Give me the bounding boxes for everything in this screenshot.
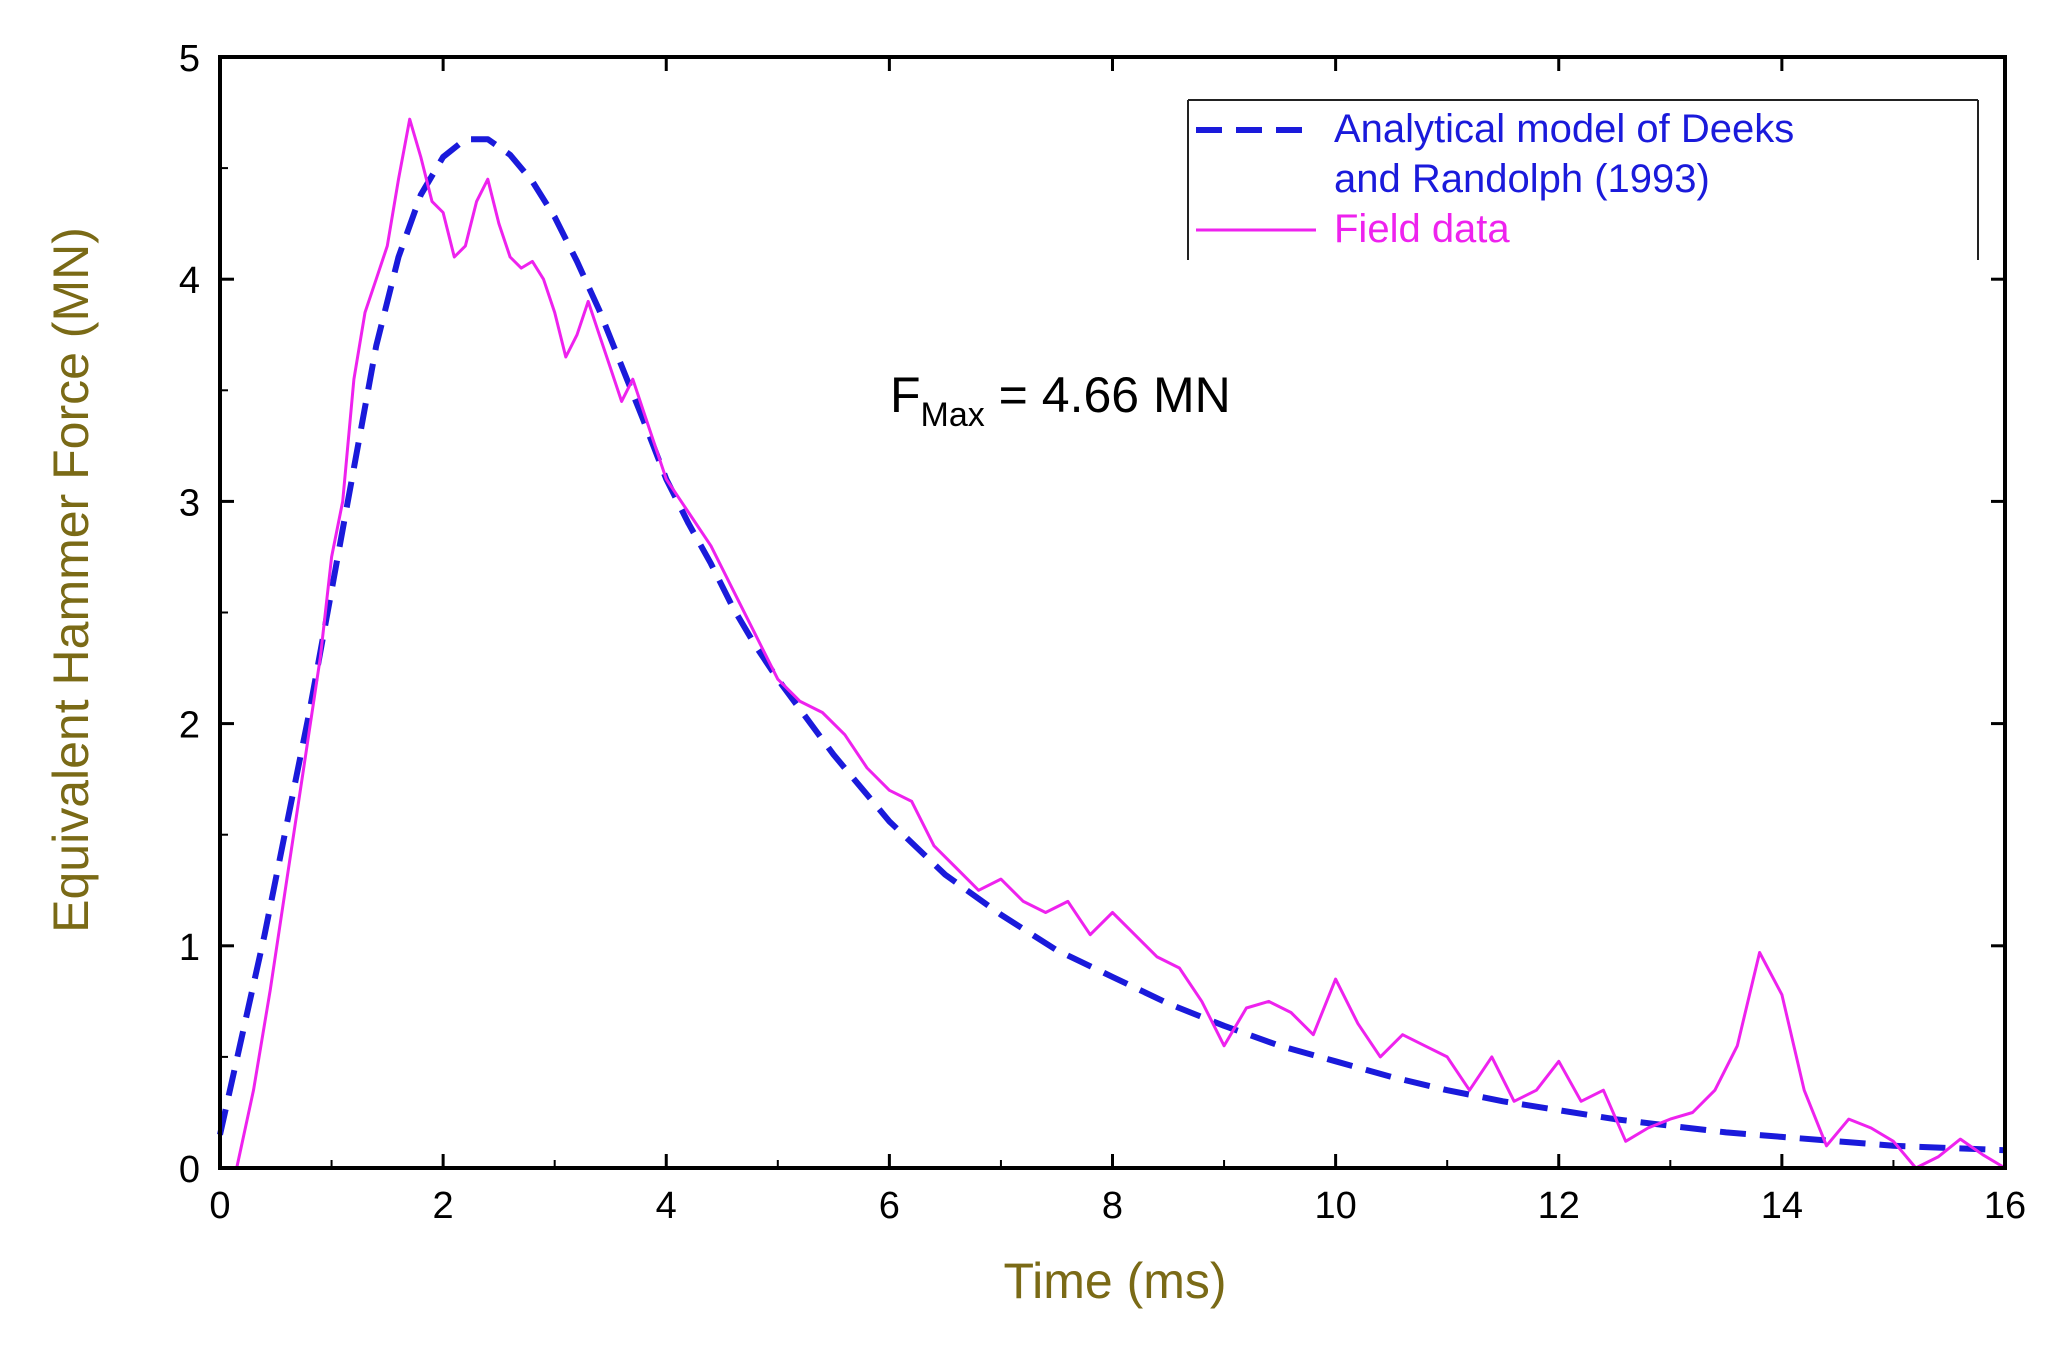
annotation-base: F [890,367,921,423]
x-axis-title: Time (ms) [1003,1253,1226,1309]
legend: Analytical model of Deeks and Randolph (1… [1187,99,1979,260]
y-tick-label: 1 [179,927,200,969]
plot-area [217,117,2006,1170]
series-line-field-data [235,117,2006,1170]
y-tick-label: 3 [179,482,200,524]
x-tick-label: 0 [209,1185,230,1227]
legend-label: Analytical model of Deeks [1334,107,1794,151]
y-tick-label: 0 [179,1149,200,1191]
x-tick-label: 16 [1984,1185,2026,1227]
x-tick-label: 14 [1761,1185,1803,1227]
annotation-rest: = 4.66 MN [985,367,1231,423]
x-tick-label: 10 [1314,1185,1356,1227]
y-tick-label: 4 [179,260,200,302]
y-tick-label: 5 [179,38,200,80]
x-tick-label: 12 [1538,1185,1580,1227]
x-tick-label: 4 [656,1185,677,1227]
y-tick-label: 2 [179,705,200,747]
fmax-annotation: FMax = 4.66 MN [890,367,1231,434]
x-tick-label: 2 [433,1185,454,1227]
series-line-analytical [217,136,2006,1154]
annotation-subscript: Max [921,396,985,434]
y-axis-title: Equivalent Hammer Force (MN) [43,227,99,933]
legend-label: and Randolph (1993) [1334,157,1710,201]
x-tick-label: 6 [879,1185,900,1227]
x-tick-label: 8 [1102,1185,1123,1227]
legend-label: Field data [1334,207,1510,251]
